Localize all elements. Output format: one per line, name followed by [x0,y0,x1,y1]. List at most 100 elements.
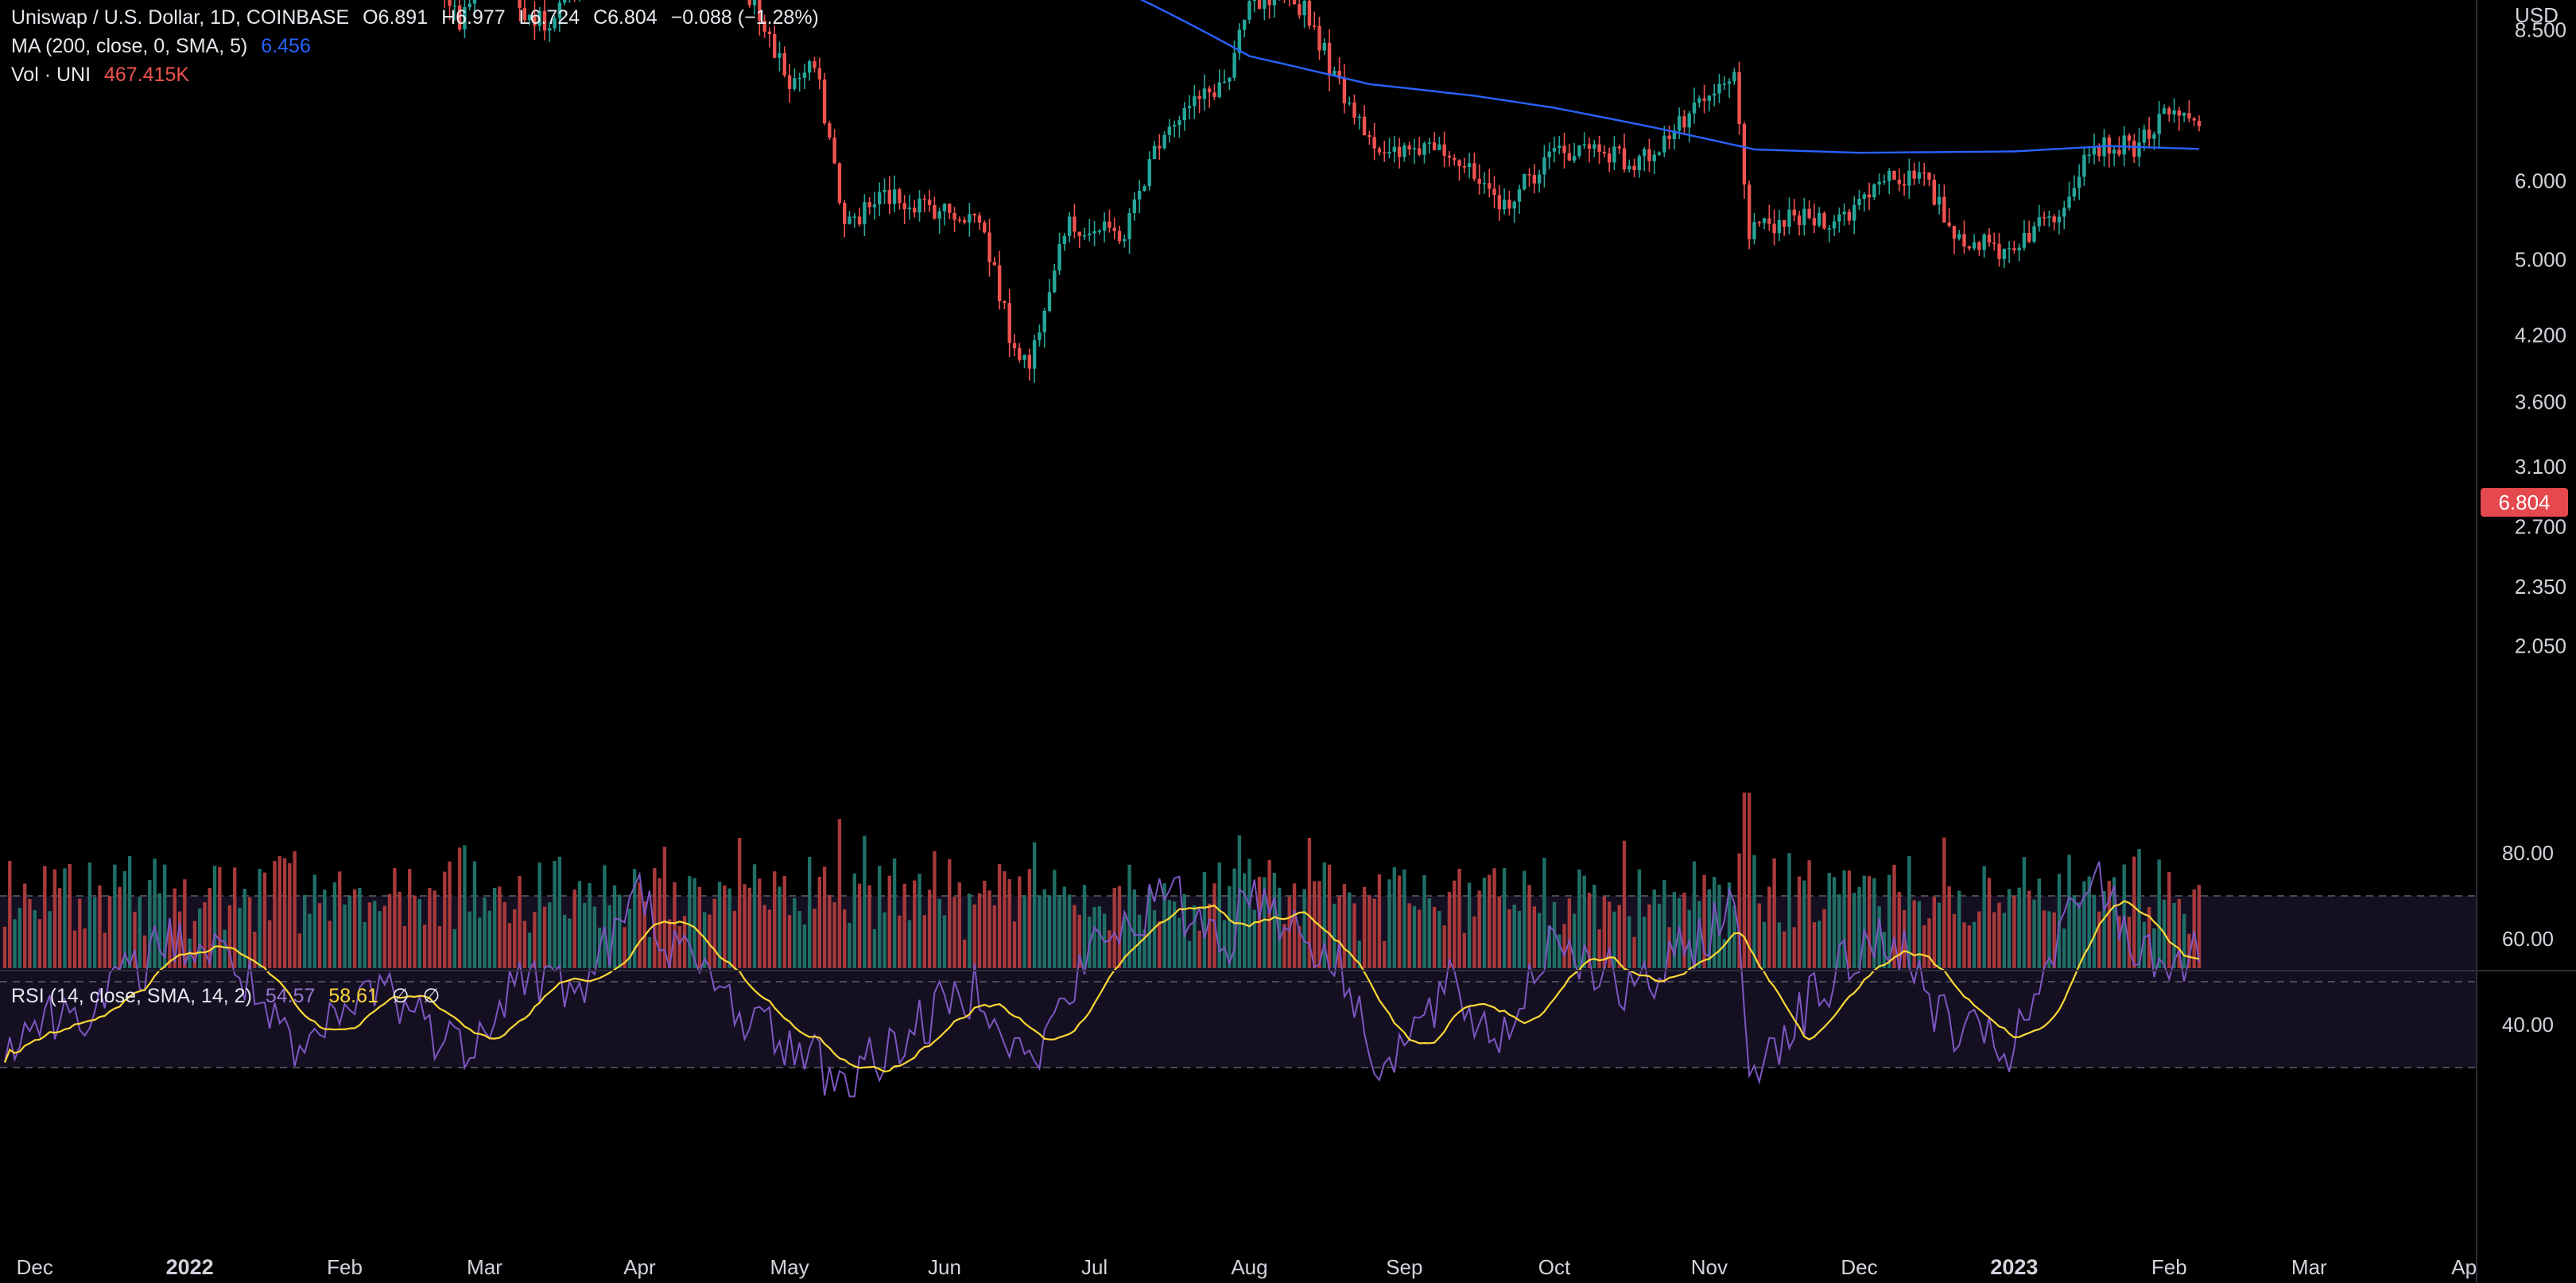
candle [2042,211,2046,227]
volume-bar [28,898,32,968]
time-tick-label: Feb [327,1255,363,1279]
volume-bar [352,889,357,968]
candle-body [2057,216,2062,223]
candle [1542,145,1546,188]
candle [1038,324,1042,347]
rsi-legend[interactable]: RSI (14, close, SMA, 14, 2) 54.57 58.61 … [11,984,448,1008]
visibility-off-icon-2[interactable]: ∅ [422,985,440,1007]
volume-bar [452,928,457,968]
volume-bar [1172,901,1177,968]
candle [1272,0,1277,18]
candle-body [1622,148,1627,170]
symbol-title[interactable]: Uniswap / U.S. Dollar, 1D, COINBASE [11,6,350,29]
candle [2037,204,2042,232]
candle-body [997,265,1002,301]
volume-bar [1572,913,1577,968]
candle-body [1348,102,1352,104]
candle-body [1822,212,1826,229]
volume-bar [1777,922,1782,968]
candle [579,0,580,2]
rsi-axis[interactable]: 80.00 60.00 40.00 [2502,841,2554,1037]
candle-body [1372,137,1376,149]
candle-body [1517,189,1522,202]
volume-bar [492,887,497,968]
candle-body [1787,209,1791,227]
candle [1112,217,1116,240]
candle [568,0,571,3]
candle-body [883,189,886,192]
time-tick-label: Ap [2451,1255,2477,1279]
candle-body [1082,235,1087,237]
candle-body [2192,118,2196,121]
candle [2172,98,2176,123]
candle-body [1677,116,1682,131]
time-tick-label: Sep [1386,1255,1422,1279]
ma-legend[interactable]: MA (200, close, 0, SMA, 5) 6.456 [11,35,319,58]
candle [1797,211,1802,236]
volume-bar [1472,916,1476,968]
ma-200-path [1139,0,2200,154]
candle-body [548,28,552,31]
candle [557,0,562,32]
visibility-off-icon[interactable]: ∅ [391,985,409,1007]
candle [1782,219,1787,236]
time-axis[interactable]: Dec 2022 Feb Mar Apr May Jun Jul Aug Sep Oct Nov Dec… [17,1255,2477,1279]
candle-body [1593,144,1596,149]
volume-bar [328,921,332,968]
volume-bar [242,889,246,968]
candle [1842,203,1846,226]
volume-bar [1132,889,1137,968]
volume-bar [1062,886,1067,968]
candle [1392,136,1396,163]
volume-bar [1467,882,1472,968]
candle-body [1397,146,1402,157]
candle-body [472,0,477,4]
candle-body [1402,145,1406,157]
candle-body [1127,213,1131,239]
candle [467,0,471,11]
candle [1832,215,1837,236]
symbol-legend[interactable]: Uniswap / U.S. Dollar, 1D, COINBASE O6.8… [11,6,827,29]
volume-bar [892,858,897,968]
volume-bar [127,855,132,968]
candle-body [1937,196,1942,205]
volume-bar [1527,885,1531,968]
volume-bar [913,880,917,968]
time-tick-label: Oct [1538,1255,1571,1279]
last-price-badge: 6.804 [2481,488,2568,517]
rsi-legend-label: RSI (14, close, SMA, 14, 2) [11,985,252,1007]
volume-bar [2182,913,2186,968]
volume-bar [1432,906,1437,968]
time-tick-label: Nov [1691,1255,1728,1279]
candlestick-series[interactable] [3,0,2202,383]
volume-bar [1497,896,1502,968]
candle [1562,133,1566,169]
volume-bar [1457,868,1461,968]
candle-body [1432,142,1437,150]
candle [1517,184,1522,215]
volume-bar [1757,903,1761,968]
candle-body [1368,134,1371,138]
candle-body [907,207,912,210]
price-axis[interactable]: USD20.00017.00014.00012.00010.0008.5006.… [2503,0,2566,657]
candle-body [802,72,807,78]
candle [1817,207,1821,228]
candle [1772,209,1776,246]
volume-bar [1003,871,1007,968]
candle [1992,232,1996,251]
volume-bar [1228,886,1232,968]
volume-legend[interactable]: Vol · UNI 467.415K [11,64,197,87]
candle [1467,153,1472,179]
candle-body [752,0,757,6]
volume-histogram [2,793,2202,968]
candle [952,207,956,233]
candle [1722,76,1726,91]
volume-bar [2127,917,2132,968]
candle [1802,197,1806,236]
volume-bar [1092,906,1096,968]
volume-bar [1447,892,1452,968]
candle-body [1488,183,1492,189]
candle-body [1012,343,1017,349]
volume-bar [483,897,487,968]
